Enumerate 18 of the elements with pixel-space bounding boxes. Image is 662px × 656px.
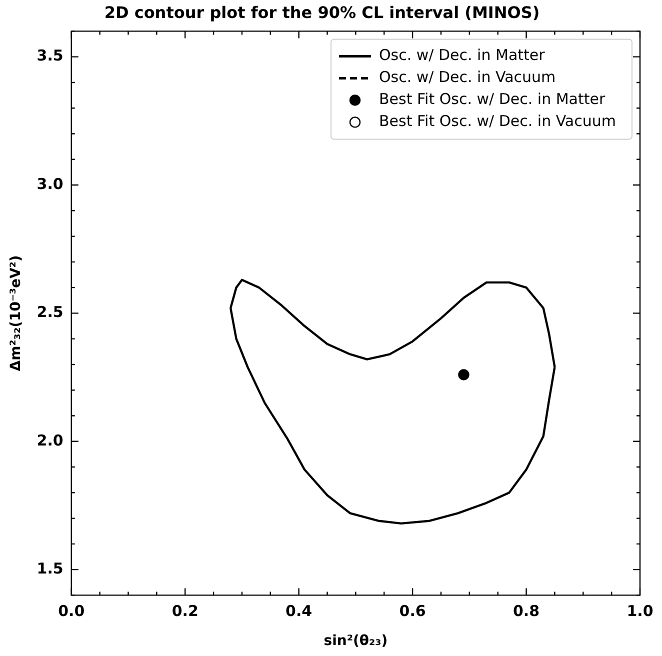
y-axis-title: Δm²₃₂(10⁻³eV²) xyxy=(8,255,24,372)
x-tick-label: 0.0 xyxy=(58,602,85,620)
x-tick-label: 0.2 xyxy=(172,602,198,620)
y-tick-label: 3.5 xyxy=(36,46,64,65)
x-tick-label: 1.0 xyxy=(626,602,654,620)
x-tick-label: 0.6 xyxy=(399,602,426,620)
legend-label: Best Fit Osc. w/ Dec. in Matter xyxy=(379,90,606,108)
chart-title: 2D contour plot for the 90% CL interval (MINOS) xyxy=(104,2,540,22)
legend-label: Osc. w/ Dec. in Vacuum xyxy=(379,68,556,86)
x-tick-label: 0.4 xyxy=(286,602,312,620)
y-tick-label: 2.0 xyxy=(36,431,64,450)
y-tick-label: 2.5 xyxy=(36,303,64,322)
y-tick-label: 1.5 xyxy=(36,559,64,578)
legend-label: Best Fit Osc. w/ Dec. in Vacuum xyxy=(379,112,616,130)
legend-label: Osc. w/ Dec. in Matter xyxy=(379,46,546,64)
x-axis-title: sin²(θ₂₃) xyxy=(324,633,388,650)
y-tick-label: 3.0 xyxy=(36,174,64,193)
x-tick-label: 0.8 xyxy=(512,602,540,620)
